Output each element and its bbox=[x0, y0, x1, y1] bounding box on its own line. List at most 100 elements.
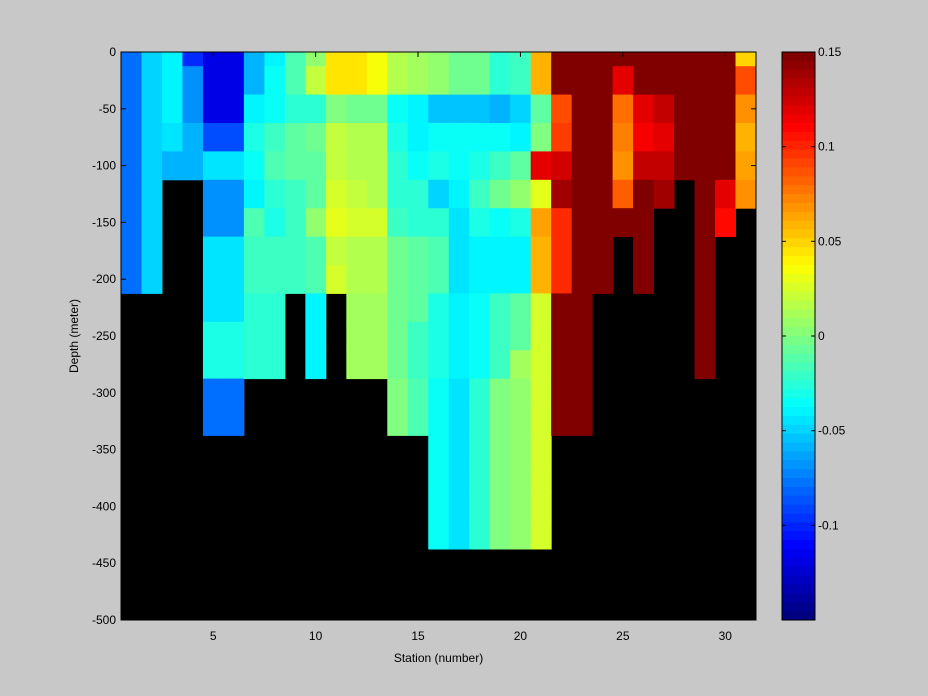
y-tick-label: -300 bbox=[92, 386, 116, 400]
heatmap-cell bbox=[571, 66, 593, 96]
heatmap-cell bbox=[407, 179, 429, 209]
heatmap-cell bbox=[387, 66, 409, 96]
heatmap-cell bbox=[448, 179, 470, 209]
colorbar-step bbox=[782, 531, 815, 541]
heatmap-cell bbox=[284, 179, 306, 209]
colorbar-step bbox=[782, 602, 815, 612]
heatmap-cell bbox=[428, 321, 450, 351]
heatmap-cell bbox=[510, 236, 532, 266]
heatmap-cell bbox=[428, 52, 450, 67]
colorbar-tick-label: 0.15 bbox=[818, 45, 842, 59]
heatmap-cell bbox=[305, 208, 327, 238]
heatmap-cell bbox=[284, 265, 306, 294]
colorbar-step bbox=[782, 549, 815, 559]
heatmap-cell bbox=[612, 66, 634, 96]
x-axis-label: Station (number) bbox=[394, 651, 483, 665]
colorbar-step bbox=[782, 273, 815, 284]
colorbar-step bbox=[782, 442, 815, 452]
heatmap-cell bbox=[510, 208, 532, 238]
heatmap-cell bbox=[510, 321, 532, 351]
heatmap-cell bbox=[469, 293, 491, 323]
heatmap-cell bbox=[694, 321, 716, 351]
colorbar-step bbox=[782, 407, 815, 417]
heatmap-cell bbox=[305, 123, 327, 152]
heatmap-cell bbox=[489, 265, 511, 294]
heatmap-cell bbox=[161, 66, 183, 96]
heatmap-cell bbox=[694, 179, 716, 209]
heatmap-cell bbox=[223, 66, 245, 96]
heatmap-cell bbox=[612, 208, 634, 238]
colorbar-tick-label: 0 bbox=[818, 329, 825, 343]
heatmap-cell bbox=[510, 407, 532, 436]
heatmap-cell bbox=[592, 123, 614, 152]
heatmap-cell bbox=[510, 435, 532, 465]
heatmap-cell bbox=[715, 123, 737, 152]
heatmap-cell bbox=[346, 293, 368, 323]
heatmap-cell bbox=[346, 52, 368, 67]
heatmap-cell bbox=[202, 407, 224, 436]
heatmap-cell bbox=[346, 321, 368, 351]
colorbar-step bbox=[782, 611, 815, 621]
heatmap-cell bbox=[264, 179, 286, 209]
heatmap-cell bbox=[202, 179, 224, 209]
heatmap-cell bbox=[325, 66, 347, 96]
heatmap-cell bbox=[530, 151, 552, 181]
heatmap-cell bbox=[448, 293, 470, 323]
heatmap-cell bbox=[202, 151, 224, 181]
heatmap-cell bbox=[571, 179, 593, 209]
colorbar-step bbox=[782, 486, 815, 497]
colorbar-step bbox=[782, 424, 815, 435]
heatmap-cell bbox=[202, 378, 224, 408]
heatmap-cell bbox=[674, 52, 696, 67]
heatmap-cell bbox=[264, 208, 286, 238]
colorbar-step bbox=[782, 300, 815, 310]
heatmap-cell bbox=[571, 52, 593, 67]
heatmap-cell bbox=[202, 321, 224, 351]
heatmap-cell bbox=[469, 236, 491, 266]
heatmap-cell bbox=[121, 94, 142, 124]
colorbar-step bbox=[782, 371, 815, 381]
heatmap-cell bbox=[551, 378, 573, 408]
heatmap-cell bbox=[243, 236, 265, 266]
heatmap-cell bbox=[448, 52, 470, 67]
heatmap-cell bbox=[715, 66, 737, 96]
colorbar-step bbox=[782, 202, 815, 213]
heatmap-cell bbox=[366, 321, 388, 351]
heatmap-cell bbox=[530, 66, 552, 96]
heatmap-cell bbox=[674, 151, 696, 181]
y-tick-label: -200 bbox=[92, 272, 116, 286]
heatmap-cell bbox=[489, 520, 511, 550]
heatmap-cell bbox=[121, 52, 142, 67]
heatmap-cell bbox=[305, 94, 327, 124]
heatmap-cell bbox=[551, 179, 573, 209]
heatmap-cell bbox=[141, 94, 163, 124]
heatmap-cell bbox=[325, 179, 347, 209]
heatmap-cell bbox=[161, 123, 183, 152]
heatmap-cell bbox=[387, 94, 409, 124]
heatmap-cell bbox=[530, 407, 552, 436]
heatmap-cell bbox=[551, 123, 573, 152]
heatmap-cell bbox=[346, 123, 368, 152]
heatmap-cell bbox=[715, 151, 737, 181]
heatmap-cell bbox=[346, 236, 368, 266]
heatmap-cell bbox=[694, 265, 716, 294]
heatmap-cell bbox=[387, 236, 409, 266]
heatmap-cell bbox=[387, 350, 409, 380]
heatmap-cell bbox=[653, 151, 675, 181]
heatmap-cell bbox=[735, 179, 757, 209]
colorbar-step bbox=[782, 194, 815, 204]
heatmap-cell bbox=[510, 123, 532, 152]
heatmap-cell bbox=[387, 265, 409, 294]
heatmap-cell bbox=[428, 463, 450, 493]
heatmap-cell bbox=[243, 151, 265, 181]
heatmap-cell bbox=[407, 407, 429, 436]
heatmap-cell bbox=[469, 265, 491, 294]
heatmap-cell bbox=[284, 94, 306, 124]
colorbar-step bbox=[782, 433, 815, 443]
heatmap-cell bbox=[510, 265, 532, 294]
colorbar-tick-label: -0.1 bbox=[818, 518, 839, 532]
heatmap-cell bbox=[407, 151, 429, 181]
heatmap-cell bbox=[428, 435, 450, 465]
heatmap-cell bbox=[428, 492, 450, 522]
colorbar-step bbox=[782, 504, 815, 514]
